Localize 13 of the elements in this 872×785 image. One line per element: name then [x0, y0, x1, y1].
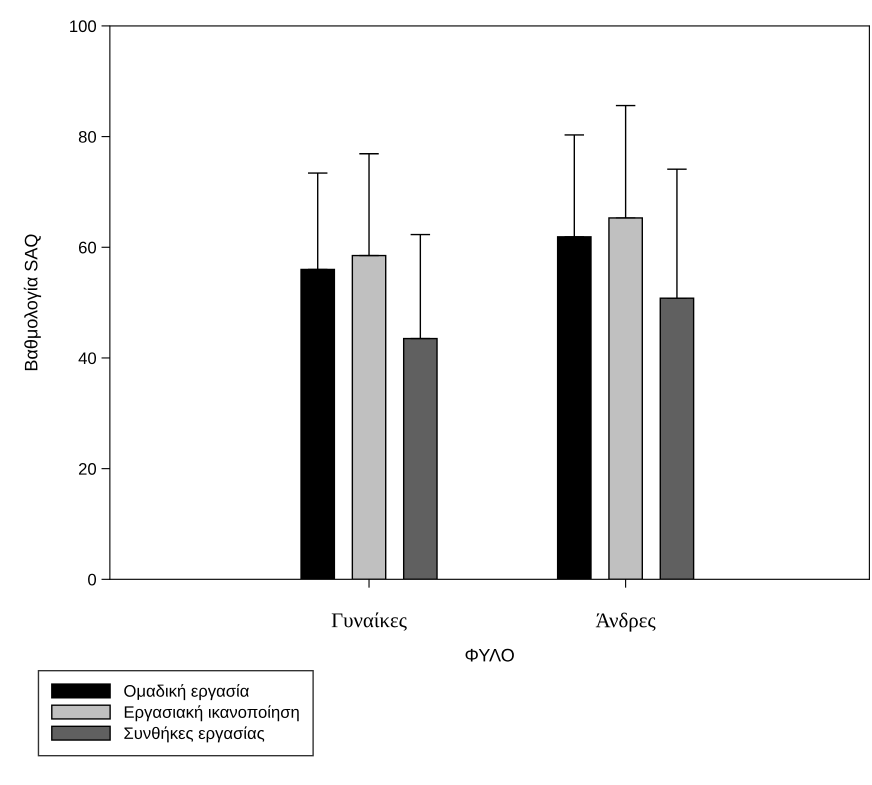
y-axis-title: Βαθμολογία SAQ — [24, 234, 42, 370]
legend-label: Εργασιακή ικανοποίηση — [124, 705, 299, 722]
y-tick-label: 100 — [70, 20, 96, 32]
x-tick-label: Άνδρες — [596, 612, 656, 632]
x-axis-title: ΦΥΛΟ — [466, 648, 514, 662]
y-tick-label: 40 — [78, 352, 96, 364]
y-tick-label: 0 — [88, 574, 96, 586]
y-tick-label: 60 — [78, 242, 96, 254]
legend-label: Συνθήκες εργασίας — [124, 726, 264, 742]
y-tick-label: 80 — [78, 130, 96, 143]
legend-label: Ομαδική εργασία — [124, 684, 249, 700]
x-tick-label: Γυναίκες — [332, 612, 407, 631]
y-tick-label: 20 — [78, 463, 96, 475]
